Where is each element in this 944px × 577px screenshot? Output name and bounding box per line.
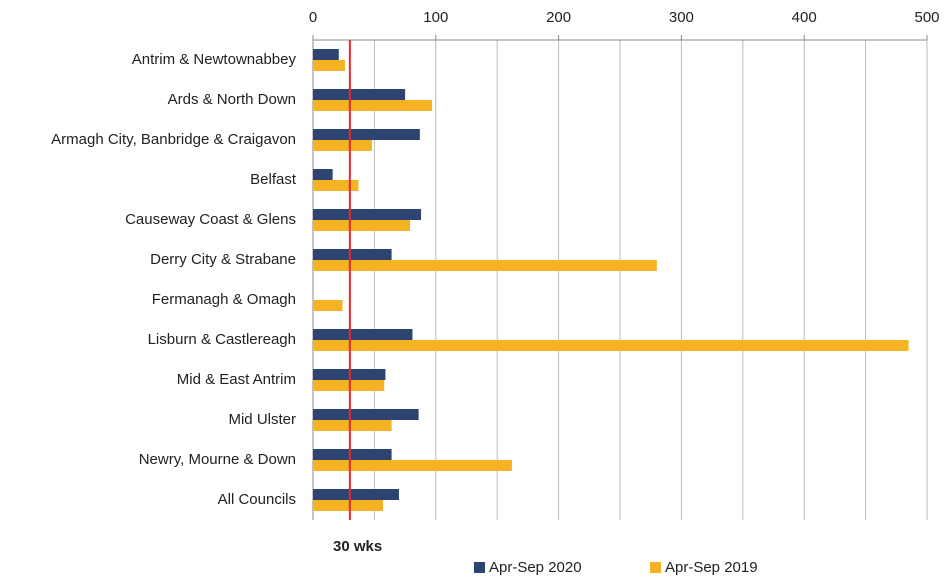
bar	[313, 500, 383, 511]
bar	[313, 489, 399, 500]
bar	[313, 220, 411, 231]
x-tick-label: 300	[669, 9, 694, 26]
bar	[313, 60, 345, 71]
y-tick-label: Fermanagh & Omagh	[152, 291, 296, 308]
y-tick-label: Mid & East Antrim	[177, 371, 296, 388]
x-tick-label: 0	[309, 9, 317, 26]
bar	[313, 420, 392, 431]
y-tick-label: Newry, Mourne & Down	[139, 451, 296, 468]
bar	[313, 260, 657, 271]
bar	[313, 129, 420, 140]
bar	[313, 409, 419, 420]
bar	[313, 249, 392, 260]
bar	[313, 380, 385, 391]
bar	[313, 340, 909, 351]
legend-label: Apr-Sep 2019	[665, 559, 758, 576]
x-tick-label: 400	[792, 9, 817, 26]
y-tick-label: Belfast	[250, 171, 297, 188]
y-tick-label: Causeway Coast & Glens	[125, 211, 296, 228]
y-tick-label: Antrim & Newtownabbey	[132, 51, 297, 68]
x-tick-label: 500	[914, 9, 939, 26]
y-tick-label: Ards & North Down	[168, 91, 296, 108]
y-tick-label: All Councils	[218, 491, 296, 508]
bar	[313, 300, 343, 311]
y-tick-label: Lisburn & Castlereagh	[148, 331, 296, 348]
bar	[313, 329, 413, 340]
bar	[313, 460, 512, 471]
bar	[313, 140, 372, 151]
y-tick-label: Armagh City, Banbridge & Craigavon	[51, 131, 296, 148]
bar	[313, 209, 422, 220]
bar	[313, 180, 359, 191]
y-tick-label: Derry City & Strabane	[150, 251, 296, 268]
bar	[313, 89, 406, 100]
x-tick-label: 100	[423, 9, 448, 26]
bar	[313, 49, 339, 60]
bar	[313, 169, 333, 180]
bar	[313, 449, 392, 460]
legend-swatch	[650, 562, 661, 573]
y-tick-label: Mid Ulster	[228, 411, 296, 428]
legend-swatch	[474, 562, 485, 573]
reference-label: 30 wks	[333, 538, 382, 555]
legend-label: Apr-Sep 2020	[489, 559, 582, 576]
x-tick-label: 200	[546, 9, 571, 26]
bar	[313, 100, 433, 111]
